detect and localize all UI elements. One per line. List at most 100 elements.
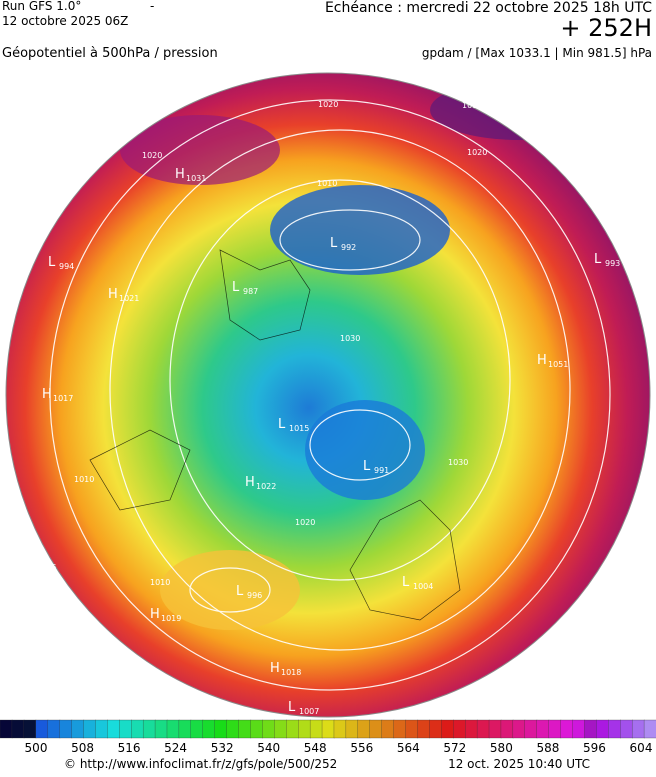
center-value: 1051 (548, 360, 568, 369)
center-letter: L (594, 252, 602, 267)
center-value: 987 (243, 287, 258, 296)
isobar-label: 1010 (233, 73, 253, 82)
center-value: 1022 (256, 482, 276, 491)
colorbar-swatch (584, 719, 598, 739)
isobar-label: 1030 (340, 334, 360, 343)
colorbar-swatch (465, 719, 478, 739)
center-value: 996 (247, 591, 262, 600)
colorbar-swatch (298, 719, 311, 739)
run-label: Run GFS 1.0° (2, 0, 81, 13)
colorbar-label: 508 (71, 741, 94, 755)
center-letter: L (232, 280, 240, 295)
colorbar-swatch (453, 719, 466, 739)
map (6, 73, 650, 717)
colorbar-label: 556 (350, 741, 373, 755)
colorbar-swatch (441, 719, 454, 739)
center-value: 1015 (289, 424, 309, 433)
colorbar-swatch (47, 719, 61, 739)
center-letter: L (330, 236, 338, 251)
center-value: 1021 (119, 294, 139, 303)
colorbar-swatch (142, 719, 156, 739)
isobar-label: 1020 (295, 518, 315, 527)
center-letter: L (236, 584, 244, 599)
center-letter: H (270, 661, 280, 676)
colorbar-label: 572 (443, 741, 466, 755)
isobar-label: 1010 (150, 578, 170, 587)
isobar-label: 1020 (467, 148, 487, 157)
isobar-label: 1010 (317, 179, 337, 188)
isobar-label: 1020 (142, 151, 162, 160)
colorbar-swatch (131, 719, 144, 739)
colorbar-swatch (178, 719, 192, 739)
colorbar-label: 596 (583, 741, 606, 755)
center-value: 991 (374, 466, 389, 475)
colorbar-swatch (345, 719, 359, 739)
colorbar-swatch (405, 719, 419, 739)
lead-time: + 252H (560, 14, 652, 42)
center-letter: L (48, 255, 56, 270)
center-letter: L (278, 417, 286, 432)
run-date: 12 octobre 2025 06Z (2, 14, 128, 28)
isobar-label: 1010 (462, 101, 482, 110)
colorbar-swatch (536, 719, 550, 739)
field-name: Géopotentiel à 500hPa / pression (2, 46, 218, 61)
colorbar-label: 548 (304, 741, 327, 755)
colorbar-swatch (95, 719, 108, 739)
colorbar-swatch (11, 719, 25, 739)
colorbar-swatch (166, 719, 180, 739)
colorbar-swatch (512, 719, 526, 739)
center-value: 1004 (413, 582, 433, 591)
units: gpdam / [Max 1033.1 | Min 981.5] hPa (422, 46, 652, 60)
colorbar-label: 524 (164, 741, 187, 755)
colorbar-swatch (0, 719, 13, 739)
colorbar-swatch (488, 719, 502, 739)
center-value: 1018 (281, 668, 301, 677)
forecast: Echéance : mercredi 22 octobre 2025 18h … (325, 0, 652, 16)
colorbar-swatch (190, 719, 204, 739)
colorbar-swatch (226, 719, 240, 739)
colorbar-swatch (214, 719, 228, 739)
colorbar-swatch (309, 719, 323, 739)
center-value: 1019 (161, 614, 181, 623)
colorbar-swatch (274, 719, 287, 739)
colorbar-swatch (548, 719, 562, 739)
center-letter: H (42, 387, 52, 402)
center-value: 994 (59, 262, 74, 271)
colorbar-swatch (596, 719, 609, 739)
colorbar-label: 516 (118, 741, 141, 755)
colorbar-swatch (393, 719, 407, 739)
colorbar-label: 580 (490, 741, 513, 755)
colorbar-swatch (643, 719, 656, 739)
center-letter: H (175, 167, 185, 182)
colorbar-swatch (83, 719, 97, 739)
colorbar-swatch (524, 719, 538, 739)
isobar-label: 1006 (36, 563, 56, 572)
isobar-label: 1010 (74, 475, 94, 484)
center-letter: L (363, 459, 371, 474)
colorbar-swatch (71, 719, 85, 739)
colorbar-swatch (369, 719, 383, 739)
colorbar-label: 540 (257, 741, 280, 755)
center-value: 1031 (186, 174, 206, 183)
isobar-label: 1030 (448, 458, 468, 467)
colorbar-swatch (154, 719, 168, 739)
center-letter: L (402, 575, 410, 590)
footer-stamp: 12 oct. 2025 10:40 UTC (448, 757, 590, 771)
colorbar-swatch (59, 719, 73, 739)
colorbar-label: 588 (536, 741, 559, 755)
center-letter: L (288, 700, 296, 715)
colorbar-label: 532 (211, 741, 234, 755)
center-value: 1007 (299, 707, 319, 716)
dash: - (150, 0, 154, 13)
colorbar: 500 508 516 524 532 540 548 556 564 572 580 588 596 6… (0, 719, 656, 755)
colorbar-label: 604 (630, 741, 653, 755)
colorbar-swatch (476, 719, 490, 739)
colorbar-swatch (202, 719, 216, 739)
footer-source: © http://www.infoclimat.fr/z/gfs/pole/50… (64, 757, 337, 771)
center-value: 992 (341, 243, 356, 252)
colorbar-swatch (286, 719, 299, 739)
isobar-label: 1020 (318, 100, 338, 109)
colorbar-swatch (107, 719, 120, 739)
colorbar-swatch (500, 719, 514, 739)
center-letter: H (150, 607, 160, 622)
